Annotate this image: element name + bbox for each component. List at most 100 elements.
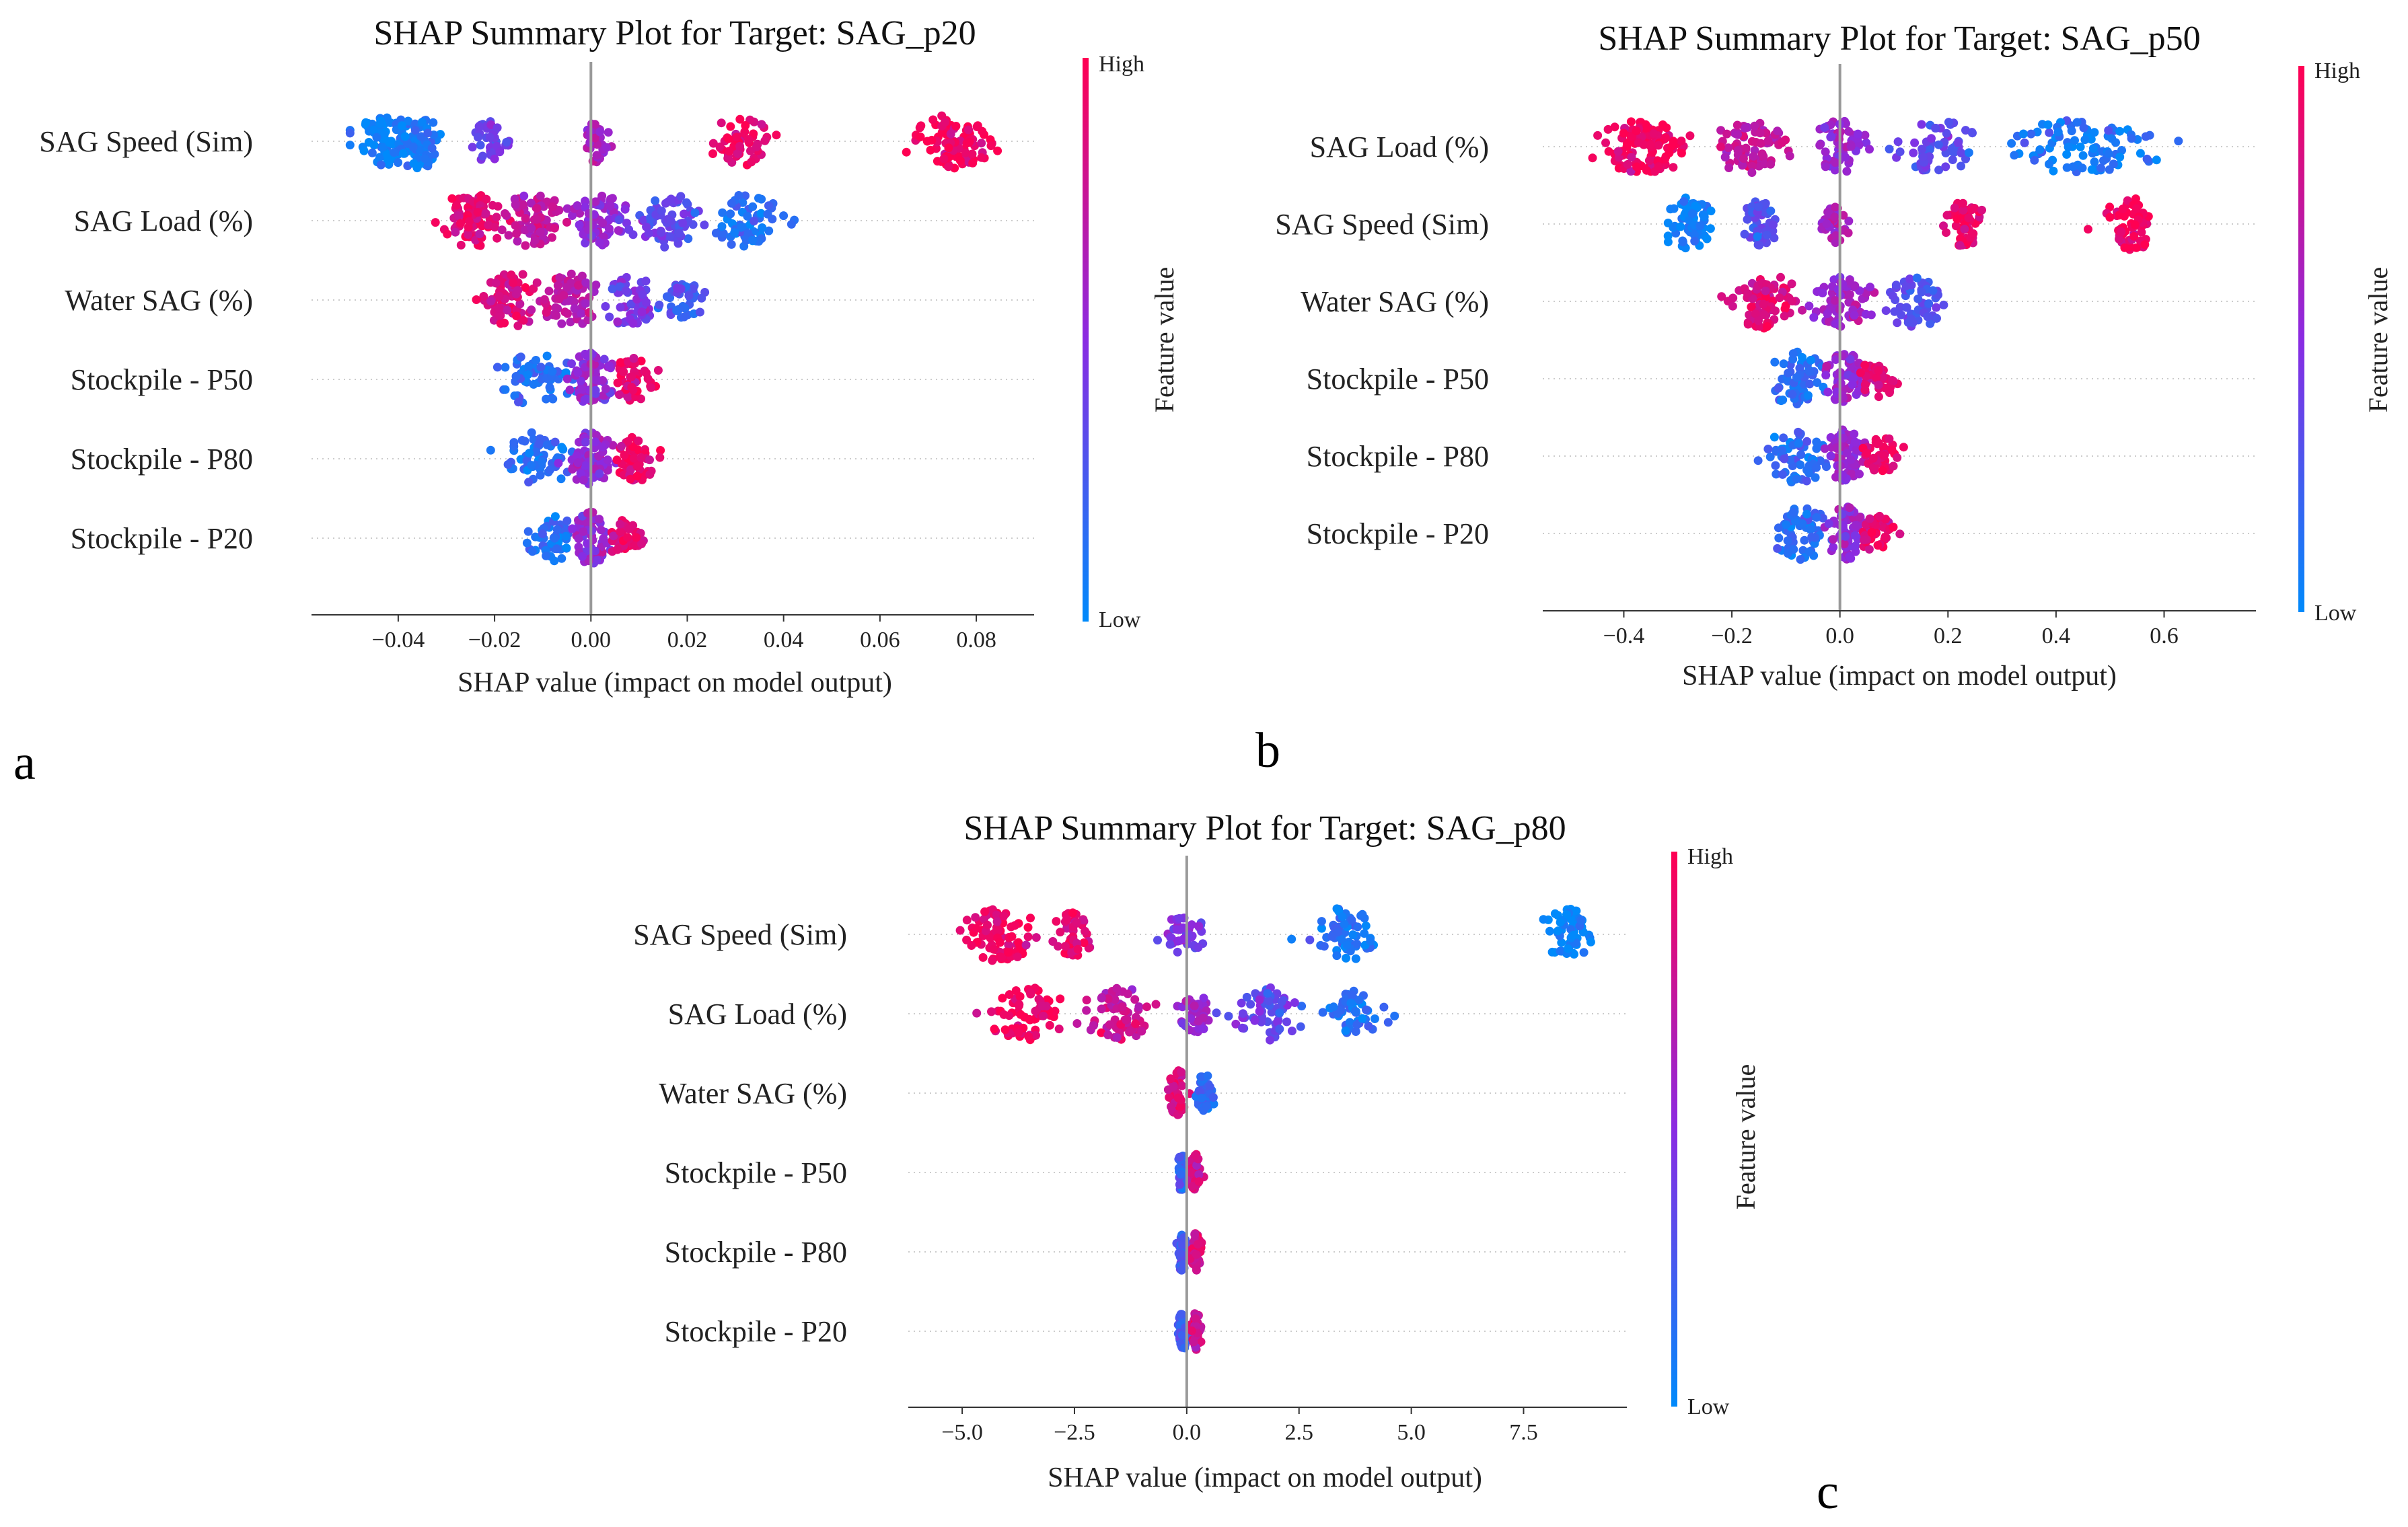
data-point: [511, 221, 520, 230]
data-point: [1267, 1008, 1276, 1017]
data-point: [1177, 1310, 1186, 1319]
data-point: [1874, 366, 1883, 375]
data-point: [1263, 989, 1272, 998]
data-point: [2090, 157, 2099, 167]
data-point: [1175, 1180, 1184, 1189]
data-point: [1794, 427, 1803, 437]
data-point: [1669, 163, 1678, 172]
data-point: [1013, 953, 1022, 961]
data-point: [999, 911, 1009, 921]
data-point: [1895, 147, 1905, 157]
data-point: [1669, 137, 1678, 146]
data-point: [1052, 917, 1061, 926]
data-point: [1187, 920, 1196, 930]
data-point: [732, 133, 741, 142]
data-point: [1153, 936, 1162, 945]
data-point: [680, 312, 689, 322]
panel-b-label: b: [1255, 723, 1280, 778]
data-point: [1802, 437, 1812, 446]
data-point: [591, 375, 601, 385]
data-point: [2104, 149, 2113, 158]
data-point: [1632, 126, 1641, 136]
data-point: [532, 447, 541, 457]
data-point: [367, 148, 377, 157]
data-point: [1831, 443, 1841, 453]
data-point: [1798, 352, 1807, 362]
data-point: [1329, 1002, 1338, 1012]
x-tick-label: 0.04: [764, 628, 804, 653]
data-point: [645, 470, 655, 479]
data-point: [1370, 1014, 1379, 1023]
data-point: [526, 198, 536, 208]
data-point: [992, 917, 1002, 926]
data-point: [591, 197, 600, 207]
data-point: [1351, 954, 1360, 963]
data-point: [2111, 138, 2120, 147]
data-point: [1014, 1028, 1023, 1037]
data-point: [1564, 944, 1572, 953]
data-point: [1839, 539, 1849, 549]
data-point: [598, 443, 608, 452]
data-point: [990, 1025, 999, 1034]
data-point: [718, 208, 727, 217]
data-point: [591, 281, 601, 290]
data-point: [1881, 383, 1890, 393]
data-point: [479, 292, 488, 301]
data-point: [417, 118, 427, 127]
data-point: [1881, 532, 1890, 542]
data-point: [472, 295, 481, 304]
data-point: [1868, 463, 1878, 472]
data-point: [1706, 207, 1716, 216]
data-point: [550, 533, 559, 543]
data-point: [708, 139, 718, 148]
x-tick-label: 0.6: [2150, 624, 2179, 648]
data-point: [1889, 461, 1898, 471]
data-point: [1828, 535, 1837, 544]
data-point: [1649, 129, 1658, 139]
data-point: [1354, 995, 1364, 1004]
data-point: [1776, 272, 1785, 282]
feature-swarm: [1663, 193, 2153, 254]
data-point: [423, 128, 433, 138]
data-point: [1619, 128, 1628, 138]
data-point: [1851, 521, 1860, 530]
data-point: [741, 191, 750, 200]
data-point: [2035, 145, 2045, 154]
data-point: [926, 145, 935, 155]
data-point: [550, 223, 559, 233]
data-point: [939, 154, 949, 163]
data-point: [572, 451, 581, 461]
data-point: [567, 269, 576, 278]
data-point: [595, 238, 604, 247]
data-point: [2104, 126, 2113, 135]
data-point: [1755, 240, 1764, 250]
data-point: [2090, 128, 2099, 137]
data-point: [1174, 936, 1183, 946]
data-point: [1807, 532, 1817, 542]
data-point: [451, 227, 460, 237]
data-point: [1125, 1027, 1134, 1037]
data-point: [1554, 926, 1563, 936]
data-point: [573, 201, 582, 211]
data-point: [1054, 1025, 1064, 1034]
data-point: [1781, 301, 1790, 310]
data-point: [1105, 1020, 1114, 1029]
data-point: [1942, 228, 1950, 237]
data-point: [1769, 233, 1779, 243]
data-point: [1748, 161, 1757, 171]
data-point: [1641, 124, 1650, 133]
data-point: [1805, 379, 1815, 389]
data-point: [1941, 162, 1950, 172]
data-point: [1130, 995, 1140, 1004]
data-point: [545, 383, 554, 392]
data-point: [972, 122, 982, 131]
data-point: [1062, 915, 1071, 924]
data-point: [597, 191, 607, 200]
data-point: [404, 116, 413, 126]
data-point: [2129, 231, 2139, 241]
feature-swarm: [1717, 272, 1948, 333]
data-point: [1569, 930, 1578, 940]
data-point: [515, 299, 525, 309]
data-point: [1919, 152, 1928, 161]
